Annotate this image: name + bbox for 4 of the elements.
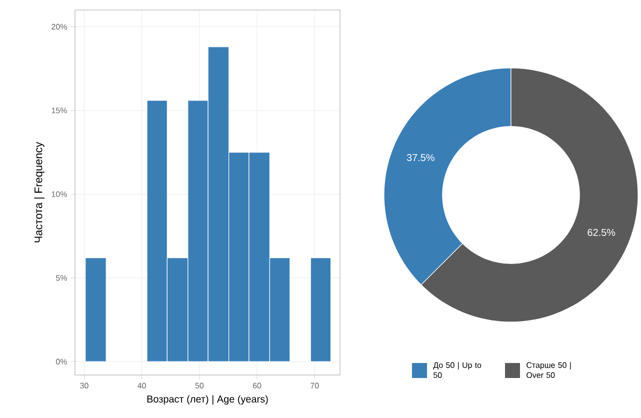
data-label: 37.5% <box>406 154 434 162</box>
y-axis-title: Частота | Frequency <box>34 142 44 242</box>
data-label: 62.5% <box>588 228 616 236</box>
x-axis-title: Возраст (лет) | Age (years) <box>147 395 268 405</box>
